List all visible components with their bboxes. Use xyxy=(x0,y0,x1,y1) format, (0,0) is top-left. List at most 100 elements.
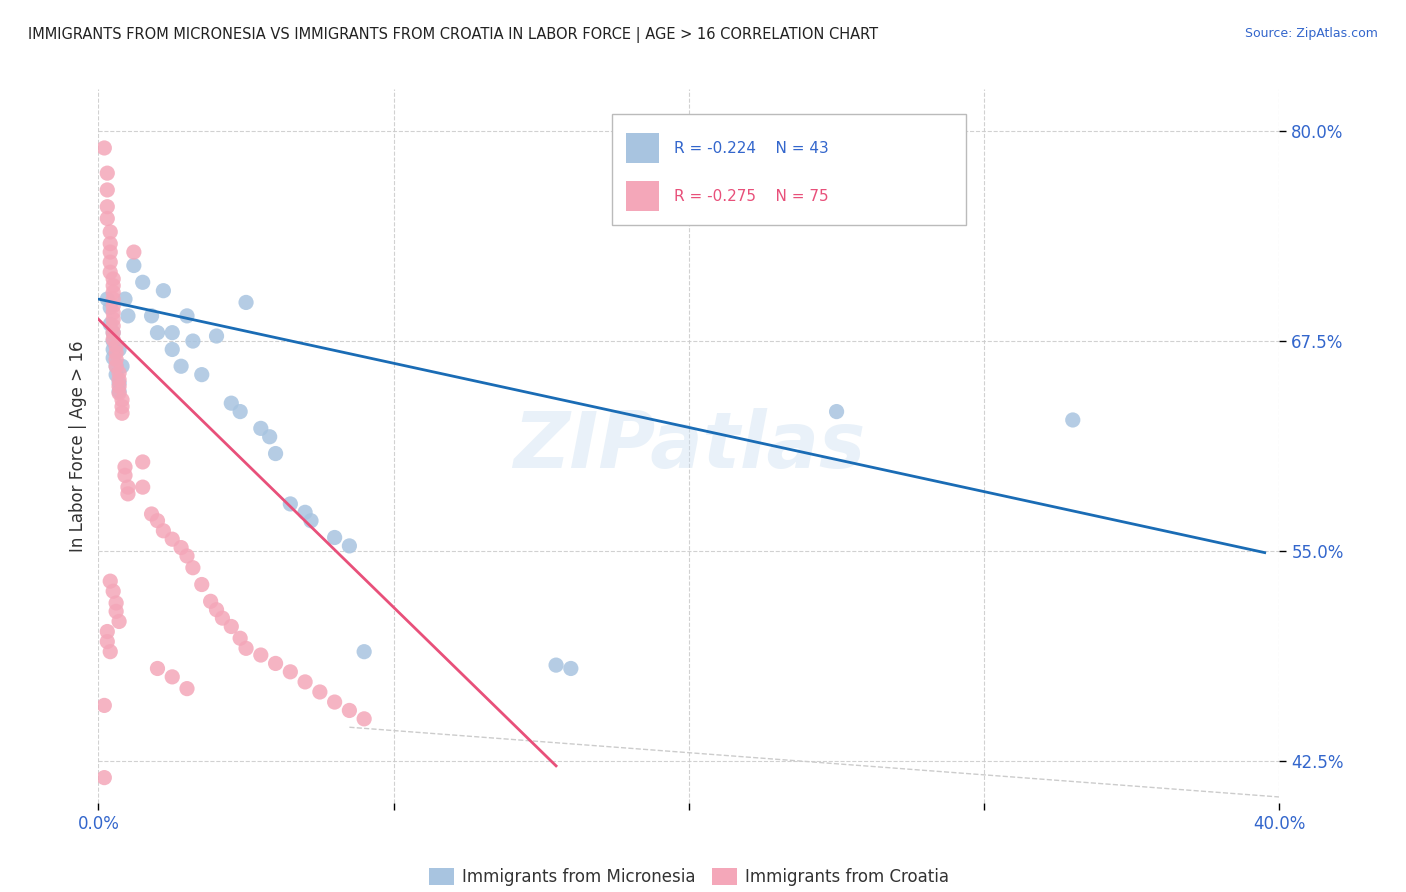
Point xyxy=(103,299,125,313)
Point xyxy=(122,259,145,273)
Text: IMMIGRANTS FROM MICRONESIA VS IMMIGRANTS FROM CROATIA IN LABOR FORCE | AGE > 16 : IMMIGRANTS FROM MICRONESIA VS IMMIGRANTS… xyxy=(28,27,879,43)
Point xyxy=(122,245,145,260)
FancyBboxPatch shape xyxy=(626,134,659,163)
Point xyxy=(132,275,155,289)
Point xyxy=(141,309,163,323)
Point xyxy=(825,404,848,418)
Point xyxy=(96,200,118,214)
Point xyxy=(162,343,183,357)
Point xyxy=(323,695,346,709)
Point xyxy=(176,309,198,323)
Point xyxy=(162,532,183,546)
Point xyxy=(98,645,121,659)
Point xyxy=(108,343,131,357)
Point xyxy=(250,421,273,435)
Point xyxy=(108,384,131,399)
Text: R = -0.224    N = 43: R = -0.224 N = 43 xyxy=(673,141,828,156)
Point xyxy=(294,674,316,689)
Point xyxy=(108,615,131,629)
Point xyxy=(530,871,553,886)
Point xyxy=(152,524,174,538)
Point xyxy=(259,430,281,444)
Point xyxy=(235,641,257,656)
Point xyxy=(235,295,257,310)
Point xyxy=(111,359,134,374)
Point xyxy=(98,301,121,315)
Point xyxy=(309,685,332,699)
Point xyxy=(191,368,214,382)
Point xyxy=(103,326,125,340)
Text: Source: ZipAtlas.com: Source: ZipAtlas.com xyxy=(1244,27,1378,40)
Point xyxy=(105,604,128,618)
Point xyxy=(229,404,252,418)
Point xyxy=(176,681,198,696)
Point xyxy=(294,505,316,519)
Point xyxy=(162,670,183,684)
Point xyxy=(103,343,125,357)
Point xyxy=(103,334,125,348)
Point xyxy=(219,396,242,410)
Point xyxy=(103,278,125,293)
Point xyxy=(162,326,183,340)
Point xyxy=(96,166,118,180)
Point xyxy=(191,577,214,591)
Point xyxy=(103,272,125,286)
Point xyxy=(170,541,193,555)
Point xyxy=(105,352,128,367)
Point xyxy=(98,574,121,589)
Point xyxy=(98,255,121,269)
Point xyxy=(152,284,174,298)
Point xyxy=(264,657,287,671)
Point xyxy=(205,603,228,617)
Point xyxy=(105,339,128,353)
Point xyxy=(114,468,136,483)
Point xyxy=(96,634,118,648)
Point xyxy=(96,624,118,639)
Point xyxy=(181,560,204,574)
Point xyxy=(117,480,139,494)
Point xyxy=(353,645,375,659)
Point xyxy=(278,497,302,511)
Point xyxy=(108,379,131,393)
Point xyxy=(544,658,567,673)
Point xyxy=(181,334,204,348)
Point xyxy=(108,376,131,390)
Point xyxy=(111,406,134,420)
Point xyxy=(170,359,193,374)
Point xyxy=(93,141,115,155)
Point xyxy=(105,596,128,610)
Point xyxy=(98,245,121,260)
Point xyxy=(103,292,125,306)
Point xyxy=(323,531,346,545)
Point xyxy=(146,661,169,675)
Point xyxy=(108,386,131,401)
Point xyxy=(114,460,136,475)
FancyBboxPatch shape xyxy=(626,181,659,211)
Point xyxy=(105,359,128,374)
Point xyxy=(96,183,118,197)
Point xyxy=(98,225,121,239)
Point xyxy=(337,539,360,553)
Point xyxy=(278,665,302,679)
Point xyxy=(105,359,128,374)
Text: ZIPatlas: ZIPatlas xyxy=(513,408,865,484)
Point xyxy=(353,712,375,726)
Point xyxy=(108,373,131,387)
Point xyxy=(264,446,287,460)
Point xyxy=(103,305,125,319)
Point xyxy=(96,292,118,306)
Point xyxy=(103,285,125,300)
Point xyxy=(337,703,360,717)
Point xyxy=(98,318,121,332)
Point xyxy=(103,326,125,340)
Point xyxy=(98,265,121,279)
Point xyxy=(103,351,125,365)
Point xyxy=(103,318,125,333)
Point xyxy=(132,455,155,469)
Point xyxy=(219,619,242,633)
Point xyxy=(146,514,169,528)
Point xyxy=(93,771,115,785)
Point xyxy=(299,514,322,528)
Point xyxy=(103,584,125,599)
Point xyxy=(250,648,273,662)
